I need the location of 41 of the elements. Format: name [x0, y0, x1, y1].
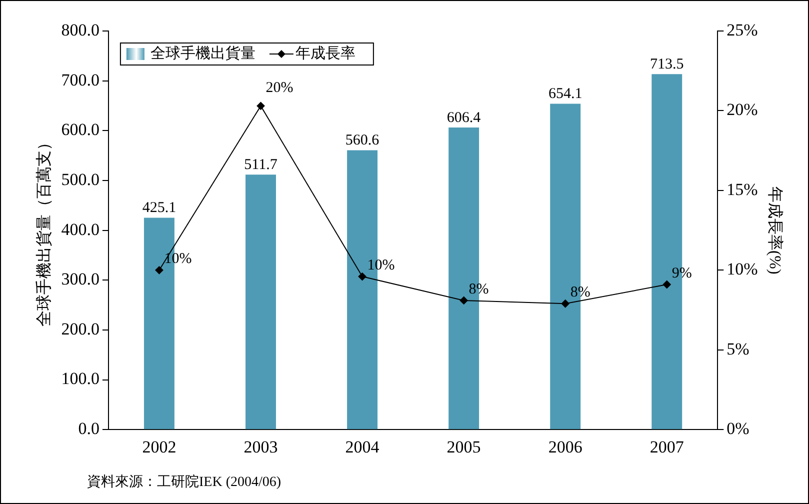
y-tick-label: 400.0 — [61, 220, 100, 239]
y-tick-label: 700.0 — [61, 70, 100, 90]
y2-tick-label: 10% — [726, 260, 758, 279]
x-tick-label: 2004 — [345, 437, 380, 456]
x-tick-label: 2007 — [650, 437, 684, 456]
point — [256, 102, 265, 110]
y2-tick-label: 20% — [726, 100, 758, 120]
y-tick-label: 0.0 — [78, 419, 100, 438]
x-tick-label: 2003 — [244, 437, 278, 456]
legend-label: 年成長率 — [295, 44, 356, 62]
data-label: 8% — [570, 284, 590, 301]
y-tick-label: 800.0 — [61, 20, 100, 40]
y2-tick-label: 0% — [726, 419, 750, 438]
point — [460, 296, 468, 304]
y2-tick-label: 25% — [726, 20, 758, 40]
point — [358, 272, 366, 281]
y-tick-label: 600.0 — [61, 120, 100, 140]
point — [561, 300, 570, 308]
y-tick-label: 200.0 — [61, 319, 100, 338]
y-tick-label: 300.0 — [61, 270, 100, 289]
y2-axis-title: 年成長率(%) — [766, 186, 784, 274]
data-label: 713.5 — [650, 56, 684, 73]
data-label: 20% — [266, 80, 294, 96]
x-tick-label: 2006 — [548, 437, 582, 456]
data-label: 425.1 — [142, 200, 176, 216]
point — [155, 266, 164, 274]
x-tick-label: 2005 — [446, 437, 481, 456]
data-label: 654.1 — [548, 86, 582, 102]
legend-label: 全球手機出貨量 — [150, 44, 256, 62]
y2-tick-label: 5% — [726, 339, 750, 358]
y-tick-label: 500.0 — [61, 170, 100, 189]
y-axis-title: 全球手機出貨量（百萬支） — [34, 134, 53, 326]
x-tick-label: 2002 — [142, 437, 176, 456]
point — [662, 280, 671, 289]
source-note: 資料來源：工研院IEK (2004/06) — [87, 474, 282, 491]
data-label: 606.4 — [446, 110, 482, 126]
y-tick-label: 100.0 — [61, 369, 100, 388]
data-label: 511.7 — [244, 157, 278, 174]
bar — [246, 174, 276, 430]
data-label: 560.6 — [345, 132, 380, 149]
y2-tick-label: 15% — [726, 180, 758, 199]
